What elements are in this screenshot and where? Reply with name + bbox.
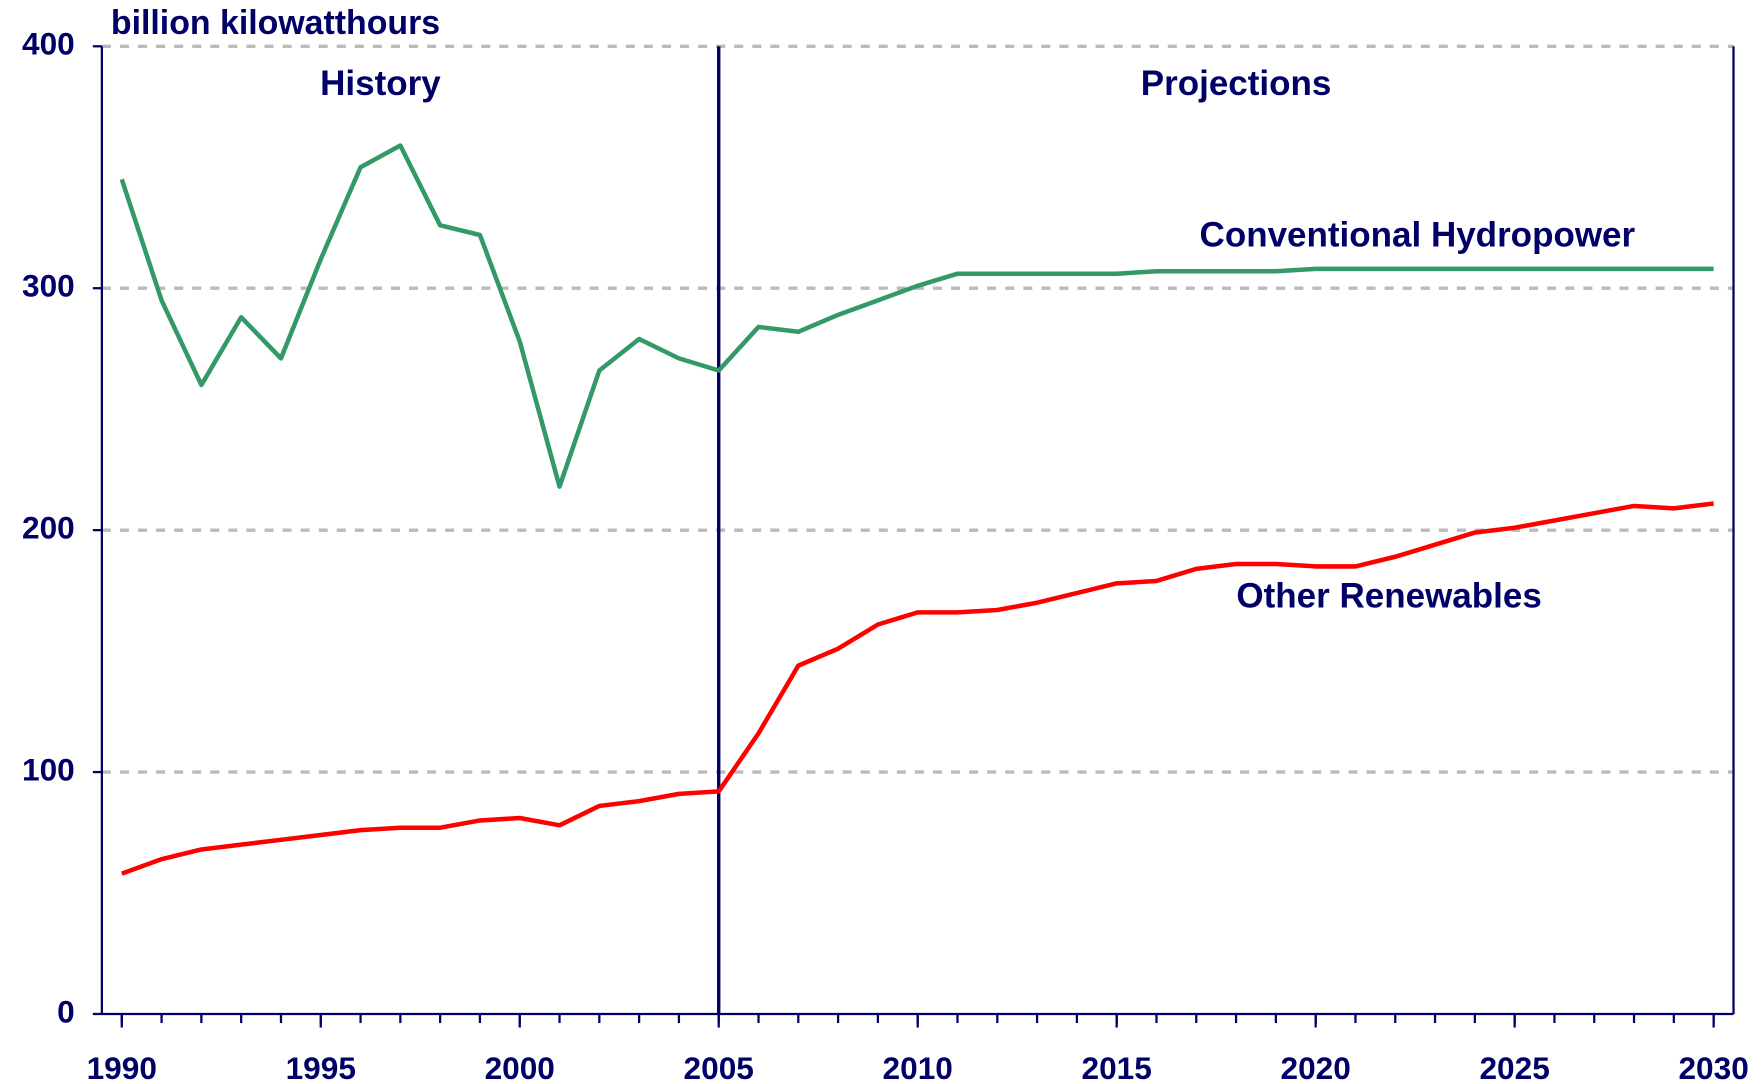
y-tick-label: 200 [22,509,75,545]
x-tick-label: 2005 [684,1050,754,1084]
x-tick-label: 2020 [1280,1050,1350,1084]
annotation: Projections [1141,64,1332,103]
series-label: Other Renewables [1236,577,1541,616]
y-tick-label: 0 [57,993,75,1029]
annotation: History [320,64,441,103]
x-tick-label: 1995 [286,1050,356,1084]
y-axis-label: billion kilowatthours [111,4,440,42]
x-tick-label: 2030 [1678,1050,1748,1084]
x-tick-label: 2000 [485,1050,555,1084]
x-tick-label: 2015 [1082,1050,1152,1084]
y-tick-label: 100 [22,751,75,787]
series-line [120,501,1714,876]
x-tick-label: 2025 [1479,1050,1549,1084]
y-tick-label: 400 [22,26,75,62]
y-tick-label: 300 [22,268,75,304]
series-label: Conventional Hydropower [1200,215,1636,254]
x-tick-label: 2010 [883,1050,953,1084]
series-line [119,143,1714,489]
x-tick-label: 1990 [87,1050,157,1084]
